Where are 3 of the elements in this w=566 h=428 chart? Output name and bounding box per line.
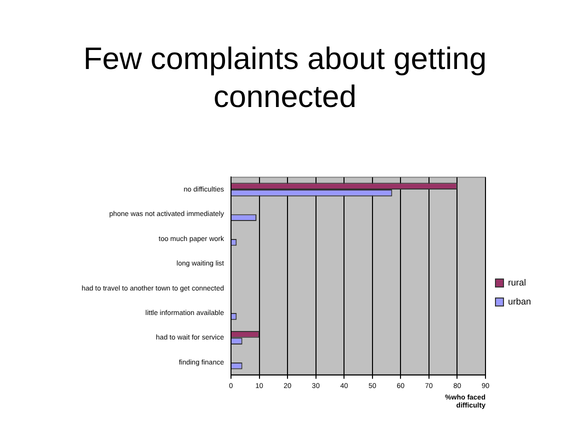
legend-label: urban <box>508 296 532 306</box>
legend-label: rural <box>508 277 526 288</box>
chart-title: Few complaints about getting connected <box>82 40 488 116</box>
